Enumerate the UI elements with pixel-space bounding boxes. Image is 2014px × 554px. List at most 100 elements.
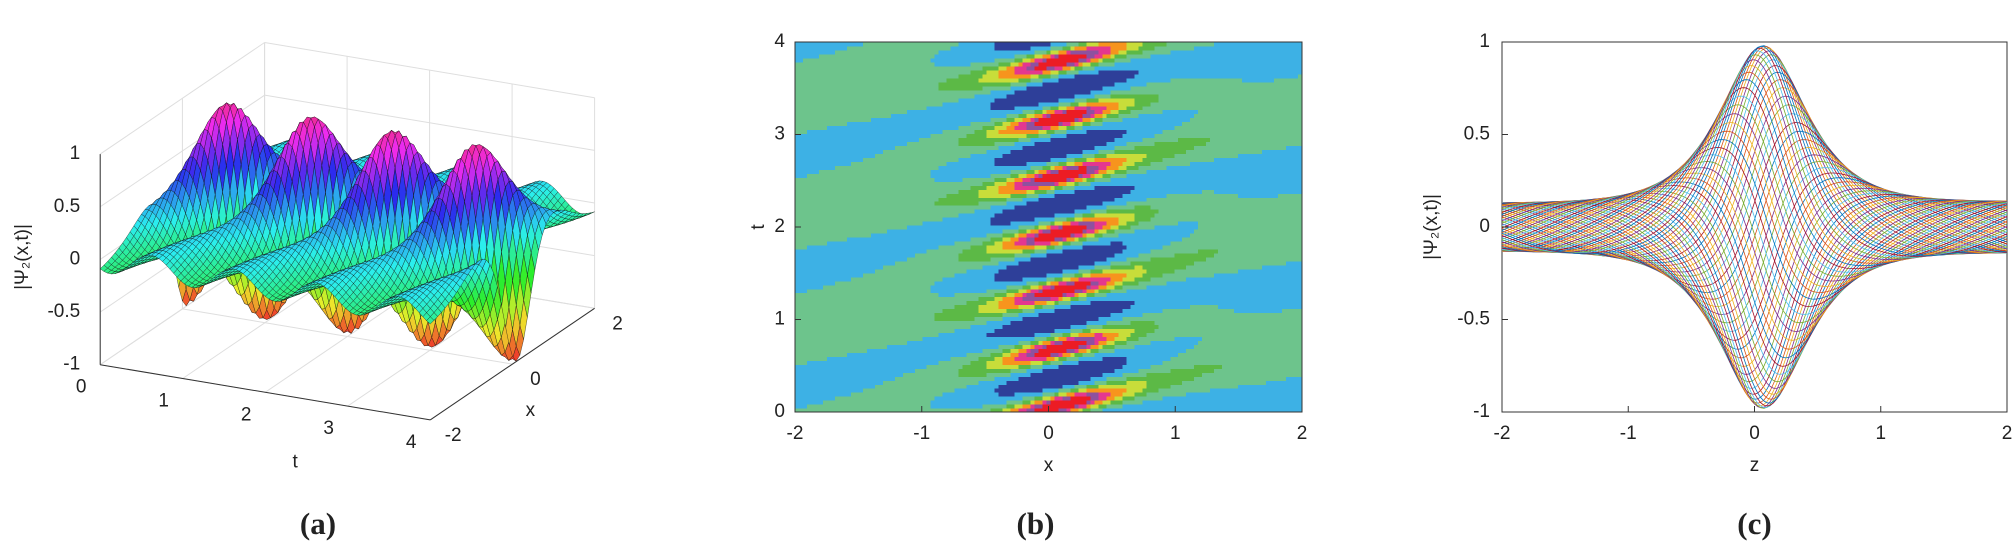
contour-cell <box>798 53 804 59</box>
contour-cell <box>818 280 824 286</box>
contour-cell <box>814 221 820 226</box>
contour-cell <box>822 85 828 91</box>
contour-cell <box>830 336 836 341</box>
contour-cell <box>806 129 812 135</box>
contour-cell <box>834 316 840 322</box>
contour-cell <box>826 97 832 103</box>
contour-cell <box>814 340 820 345</box>
contour-cell <box>826 296 832 302</box>
contour-cell <box>806 57 812 63</box>
contour-cell <box>814 320 820 326</box>
contour-cell <box>810 61 816 67</box>
contour-cell <box>834 288 840 294</box>
contour-cell <box>806 81 812 87</box>
contour-cell <box>830 360 836 365</box>
contour-cell <box>798 228 804 234</box>
contour-cell <box>830 344 836 349</box>
contour-cell <box>795 284 800 290</box>
contour-cell <box>814 356 820 361</box>
contour-cell <box>810 244 816 250</box>
contour-cell <box>795 392 800 397</box>
contour-cell <box>822 312 828 318</box>
contour-cell <box>826 340 832 345</box>
contour-cell <box>795 193 800 198</box>
contour-cell <box>826 57 832 63</box>
contour-cell <box>826 45 832 51</box>
contour-cell <box>818 388 824 393</box>
contour-cell <box>826 236 832 242</box>
contour-cell <box>795 316 800 322</box>
contour-cell <box>826 129 832 135</box>
contour-cell <box>810 260 816 266</box>
contour-cell <box>822 205 828 210</box>
contour-cell <box>814 368 820 373</box>
contour-cell <box>806 272 812 278</box>
contour-cell <box>810 157 816 162</box>
contour-cell <box>814 89 820 95</box>
contour-cell <box>802 268 808 274</box>
contour-cell <box>806 221 812 226</box>
contour-cell <box>795 244 800 250</box>
contour-cell <box>814 244 820 250</box>
contour-cell <box>810 217 816 222</box>
contour-cell <box>822 236 828 242</box>
contour-cell <box>795 380 800 385</box>
x-tick-label: 1 <box>158 391 169 412</box>
contour-cell <box>826 400 832 405</box>
contour-cell <box>814 352 820 357</box>
contour-cell <box>798 169 804 174</box>
contour-fill <box>795 42 1303 413</box>
contour-cell <box>802 388 808 393</box>
contour-cell <box>822 161 828 166</box>
contour-cell <box>802 181 808 186</box>
contour-cell <box>818 352 824 357</box>
contour-cell <box>822 244 828 250</box>
contour-cell <box>798 384 804 389</box>
contour-cell <box>826 165 832 170</box>
contour-cell <box>814 276 820 282</box>
contour-cell <box>830 89 836 95</box>
contour-cell <box>795 101 800 107</box>
contour-cell <box>814 332 820 338</box>
contour-cell <box>818 372 824 377</box>
contour-cell <box>810 69 816 75</box>
contour-cell <box>806 320 812 326</box>
contour-cell <box>818 173 824 178</box>
contour-cell <box>810 193 816 198</box>
contour-cell <box>795 165 800 170</box>
contour-cell <box>806 308 812 314</box>
contour-cell <box>798 117 804 123</box>
contour-cell <box>822 101 828 107</box>
contour-cell <box>814 372 820 377</box>
contour-cell <box>810 145 816 151</box>
contour-cell <box>826 364 832 369</box>
contour-cell <box>818 380 824 385</box>
contour-cell <box>834 221 840 226</box>
contour-cell <box>830 201 836 206</box>
contour-cell <box>795 153 800 158</box>
contour-cell <box>810 45 816 51</box>
contour-cell <box>834 292 840 298</box>
contour-cell <box>822 400 828 405</box>
contour-cell <box>795 73 800 79</box>
contour-cell <box>822 149 828 154</box>
contour-cell <box>806 113 812 119</box>
y-tick-label: 0 <box>530 369 541 390</box>
contour-cell <box>806 101 812 107</box>
contour-cell <box>822 157 828 162</box>
contour-cell <box>834 388 840 393</box>
contour-cell <box>795 42 800 47</box>
contour-cell <box>806 105 812 111</box>
contour-cell <box>822 228 828 234</box>
contour-cell <box>802 113 808 119</box>
contour-cell <box>802 372 808 377</box>
contour-cell <box>830 61 836 67</box>
contour-cell <box>818 228 824 234</box>
contour-cell <box>806 161 812 166</box>
contour-cell <box>795 368 800 373</box>
contour-cell <box>810 320 816 326</box>
contour-cell <box>802 364 808 369</box>
contour-cell <box>806 284 812 290</box>
contour-cell <box>814 344 820 349</box>
contour-cell <box>795 69 800 75</box>
